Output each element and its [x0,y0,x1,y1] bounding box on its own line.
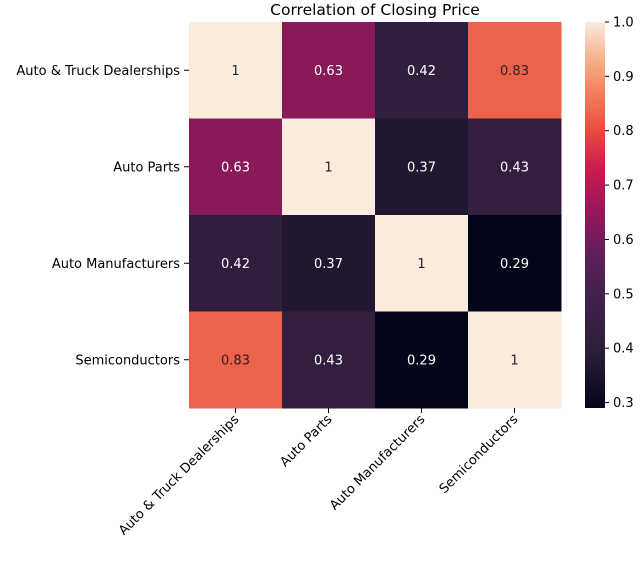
colorbar-gradient [585,22,605,408]
heatmap-cells: 1 0.63 0.42 0.83 0.63 1 0.37 0.43 0.42 0.37 1 0.29 0… [189,22,562,409]
heatmap-cell [375,22,469,119]
heatmap-cell [375,215,469,312]
cell-value-label: 0.63 [221,160,250,175]
cell-value-label: 0.83 [500,64,529,79]
cell-value-label: 1 [417,257,425,272]
colorbar-tick-label: 1.0 [613,16,634,31]
heatmap-cell [189,215,283,312]
colorbar-tick-label: 0.5 [613,287,634,302]
colorbar-tick-label: 0.6 [613,233,634,248]
y-tick-label: Auto Parts [113,160,180,175]
x-tick-label: Semiconductors [437,412,522,497]
x-tick-label: Auto Manufacturers [327,412,428,513]
cell-value-label: 0.63 [314,64,343,79]
heatmap-cell [375,311,469,409]
cell-value-label: 1 [324,160,332,175]
chart-title: Correlation of Closing Price [270,1,480,19]
x-tick-label: Auto Parts [278,412,336,470]
colorbar-tick-label: 0.9 [613,70,634,85]
heatmap-cell [375,118,469,216]
y-tick-label: Semiconductors [75,353,180,368]
y-tick-label: Auto & Truck Dealerships [16,64,180,79]
cell-value-label: 0.42 [407,64,436,79]
cell-value-label: 0.83 [221,353,250,368]
y-tick-label: Auto Manufacturers [52,257,180,272]
colorbar-tick-label: 0.8 [613,124,634,139]
colorbar-tick-label: 0.4 [613,342,634,357]
colorbar: 0.3 0.4 0.5 0.6 0.7 0.8 0.9 1.0 [585,16,634,411]
cell-value-label: 0.29 [500,257,529,272]
cell-value-label: 0.29 [407,353,436,368]
cell-value-label: 0.42 [221,257,250,272]
heatmap-cell [282,118,376,216]
x-tick-label: Auto & Truck Dealerships [116,412,242,538]
heatmap-cell [189,118,283,216]
cell-value-label: 1 [510,353,518,368]
cell-value-label: 0.37 [407,160,436,175]
heatmap-cell [282,215,376,312]
cell-value-label: 0.43 [314,353,343,368]
cell-value-label: 0.43 [500,160,529,175]
heatmap-cell [468,311,562,409]
heatmap-cell [282,311,376,409]
cell-value-label: 0.37 [314,257,343,272]
y-axis: Auto & Truck Dealerships Auto Parts Auto M… [16,64,189,368]
heatmap-cell [468,118,562,216]
heatmap-cell [189,311,283,409]
heatmap-cell [189,22,283,119]
heatmap-cell [468,215,562,312]
colorbar-tick-label: 0.3 [613,396,634,411]
heatmap-cell [468,22,562,119]
heatmap-cell [282,22,376,119]
colorbar-tick-label: 0.7 [613,179,634,194]
cell-value-label: 1 [231,64,239,79]
